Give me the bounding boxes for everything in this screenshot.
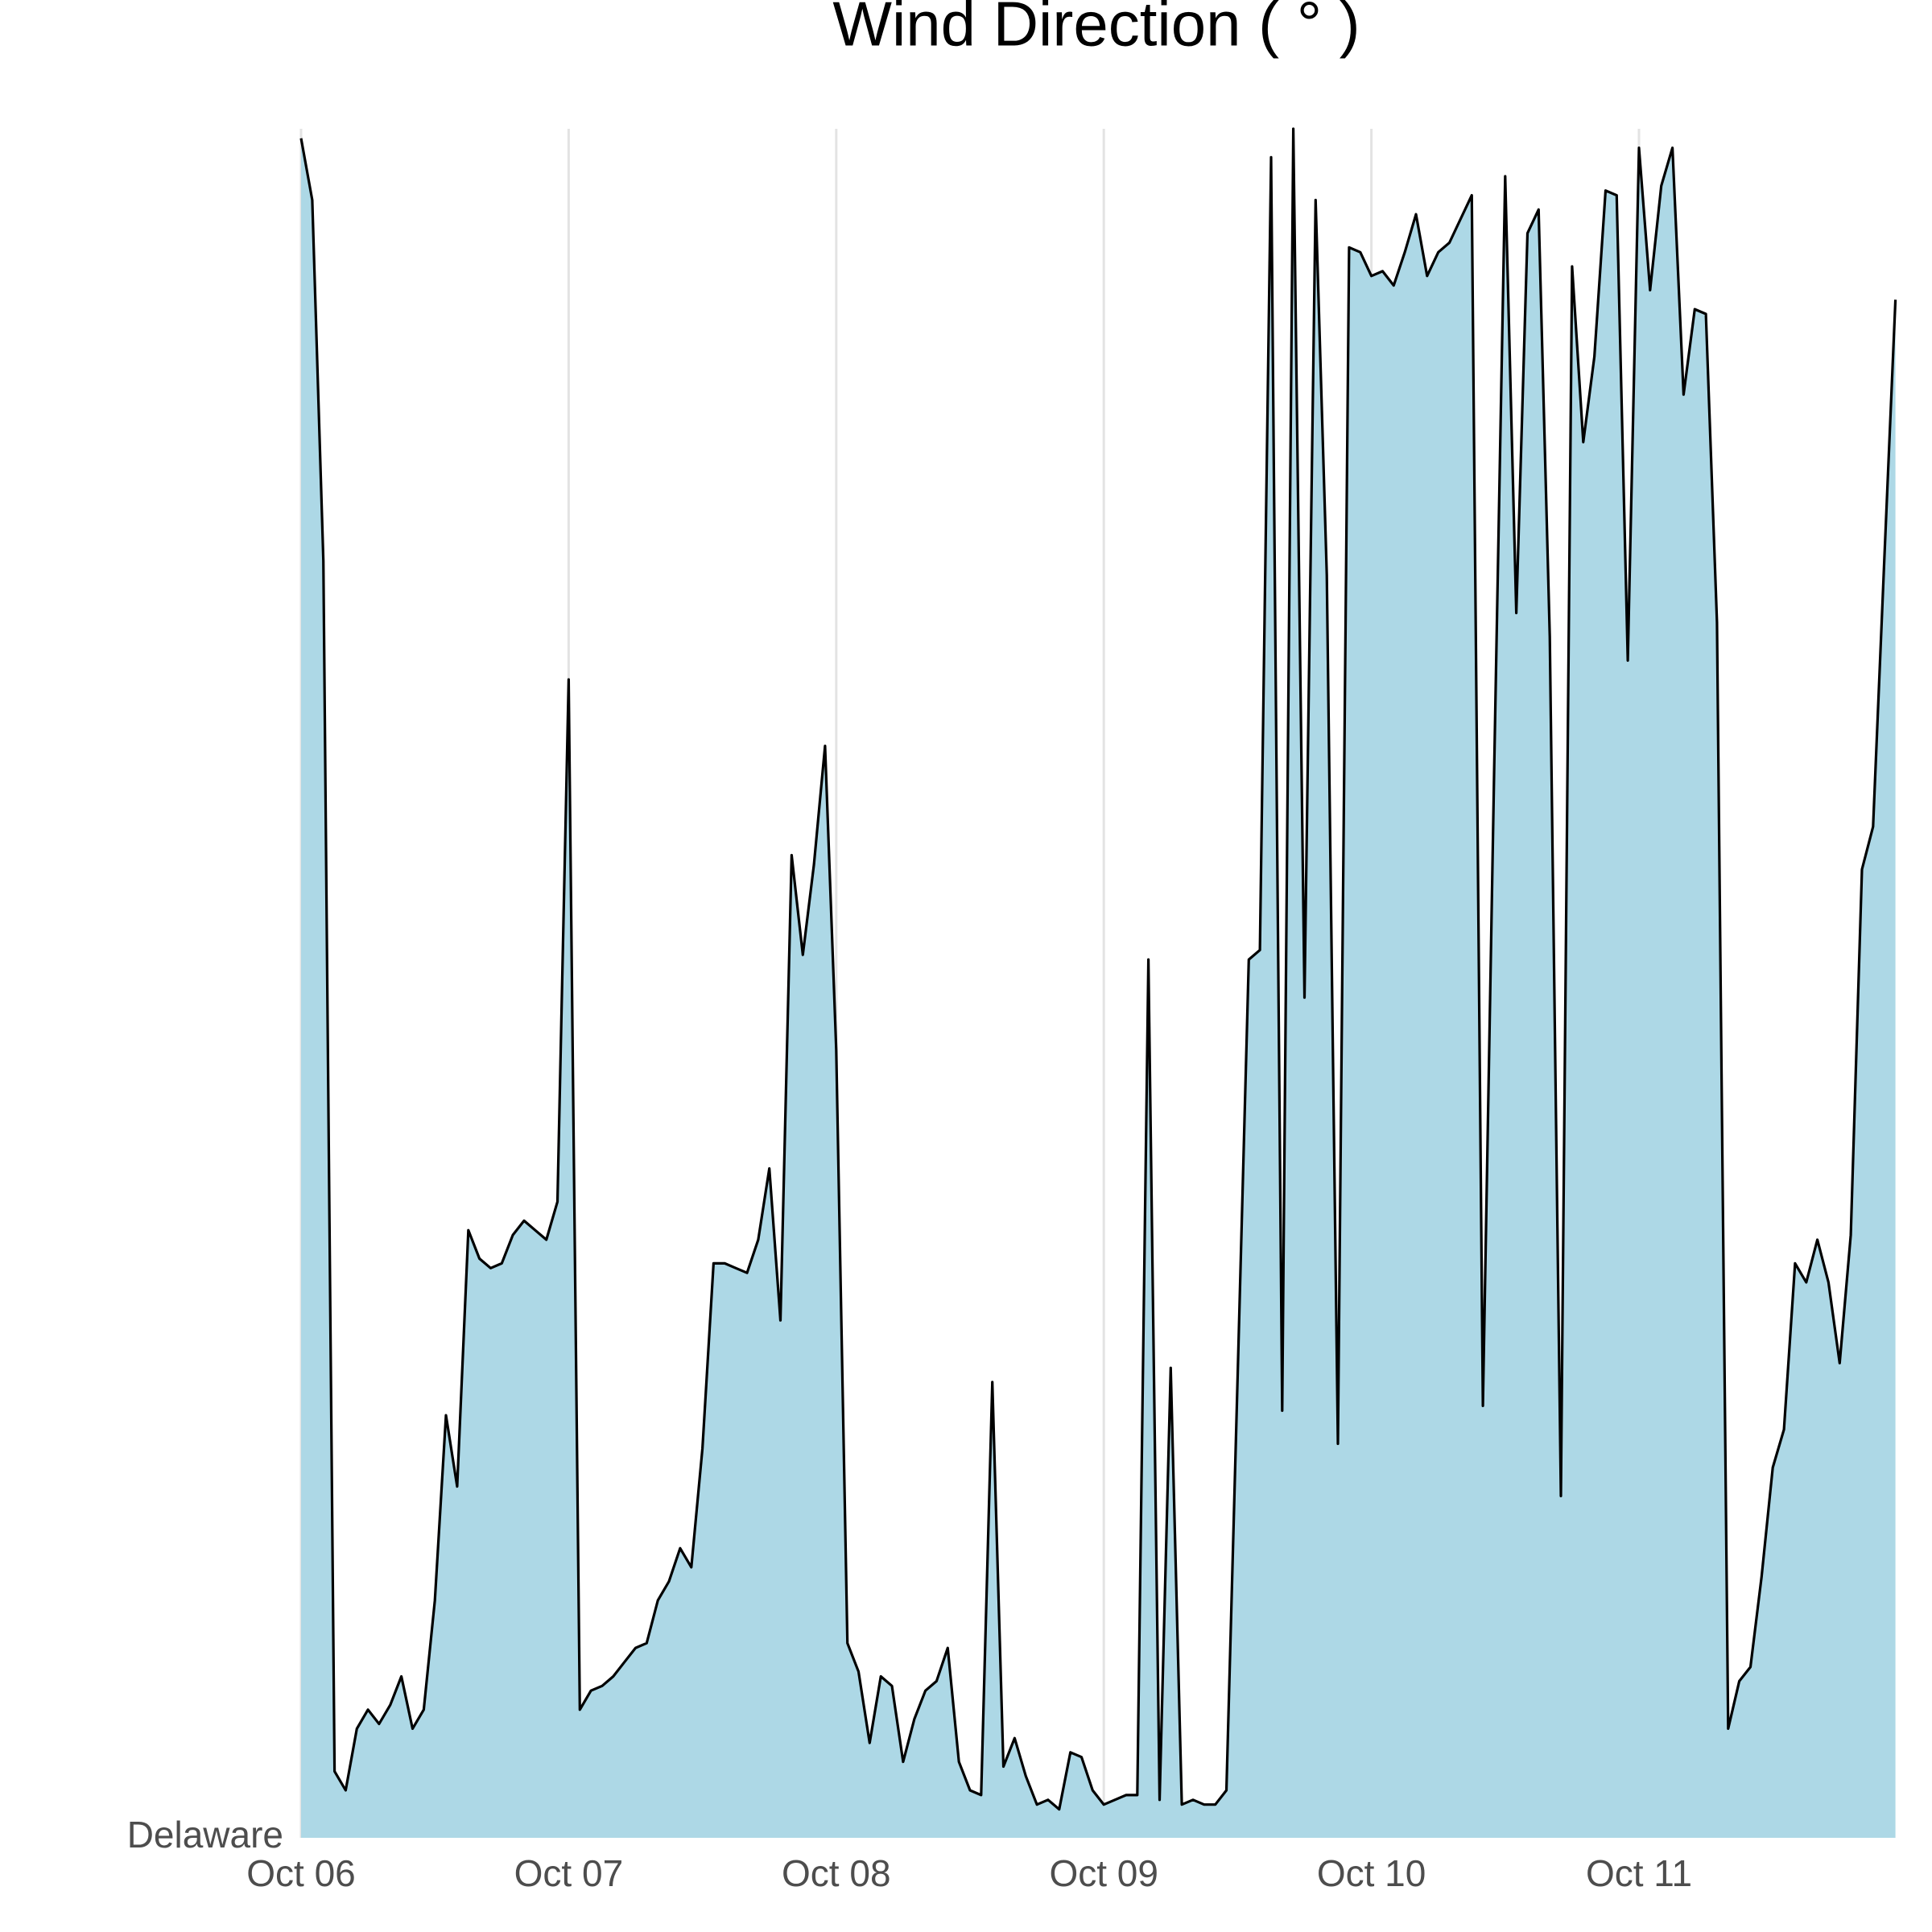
marks [299,127,1897,1838]
chart-title: Wind Direction ( ° ) [832,0,1360,60]
x-tick-label: Oct 10 [1317,1852,1426,1894]
x-tick-label: Oct 09 [1049,1852,1158,1894]
x-tick-label: Oct 07 [514,1852,624,1894]
x-tick-label: Oct 11 [1586,1852,1692,1894]
area-line [299,127,1897,1811]
labels: Oct 06 Oct 07 Oct 08 Oct 09 Oct 10 Oct 11 Dela… [127,1814,1692,1894]
area [301,129,1896,1838]
x-tick-label: Oct 06 [246,1852,356,1894]
y-category-label: Delaware [127,1814,283,1856]
x-tick-label: Oct 08 [782,1852,891,1894]
